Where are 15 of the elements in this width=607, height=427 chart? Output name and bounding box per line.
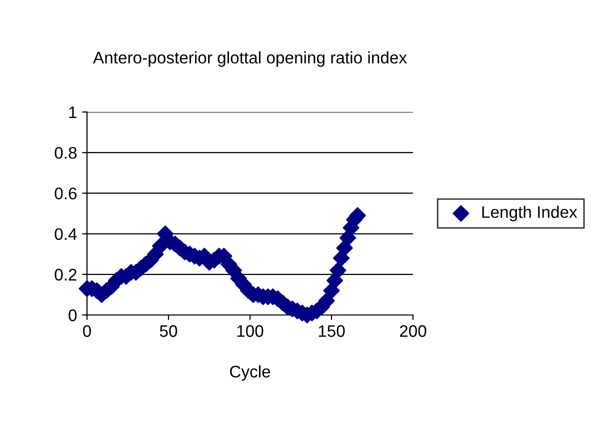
- x-tick-label: 200: [400, 325, 426, 337]
- y-tick-label: 0.6: [54, 188, 77, 200]
- x-tick-label: 100: [237, 325, 264, 337]
- y-tick-label: 0.8: [54, 147, 77, 159]
- y-tick-label: 1: [69, 106, 76, 118]
- legend-label: Length Index: [482, 206, 578, 222]
- x-tick-label: 0: [83, 325, 91, 337]
- y-tick-label: 0.4: [54, 228, 77, 240]
- chart-title: Antero-posterior glottal opening ratio index: [93, 51, 407, 67]
- x-axis-title: Cycle: [230, 365, 270, 381]
- point: [330, 262, 346, 279]
- x-tick-label: 150: [318, 325, 345, 337]
- x-tick-label: 50: [160, 325, 178, 337]
- y-tick-label: 0: [68, 309, 77, 322]
- y-tick-label: 0.2: [54, 268, 76, 281]
